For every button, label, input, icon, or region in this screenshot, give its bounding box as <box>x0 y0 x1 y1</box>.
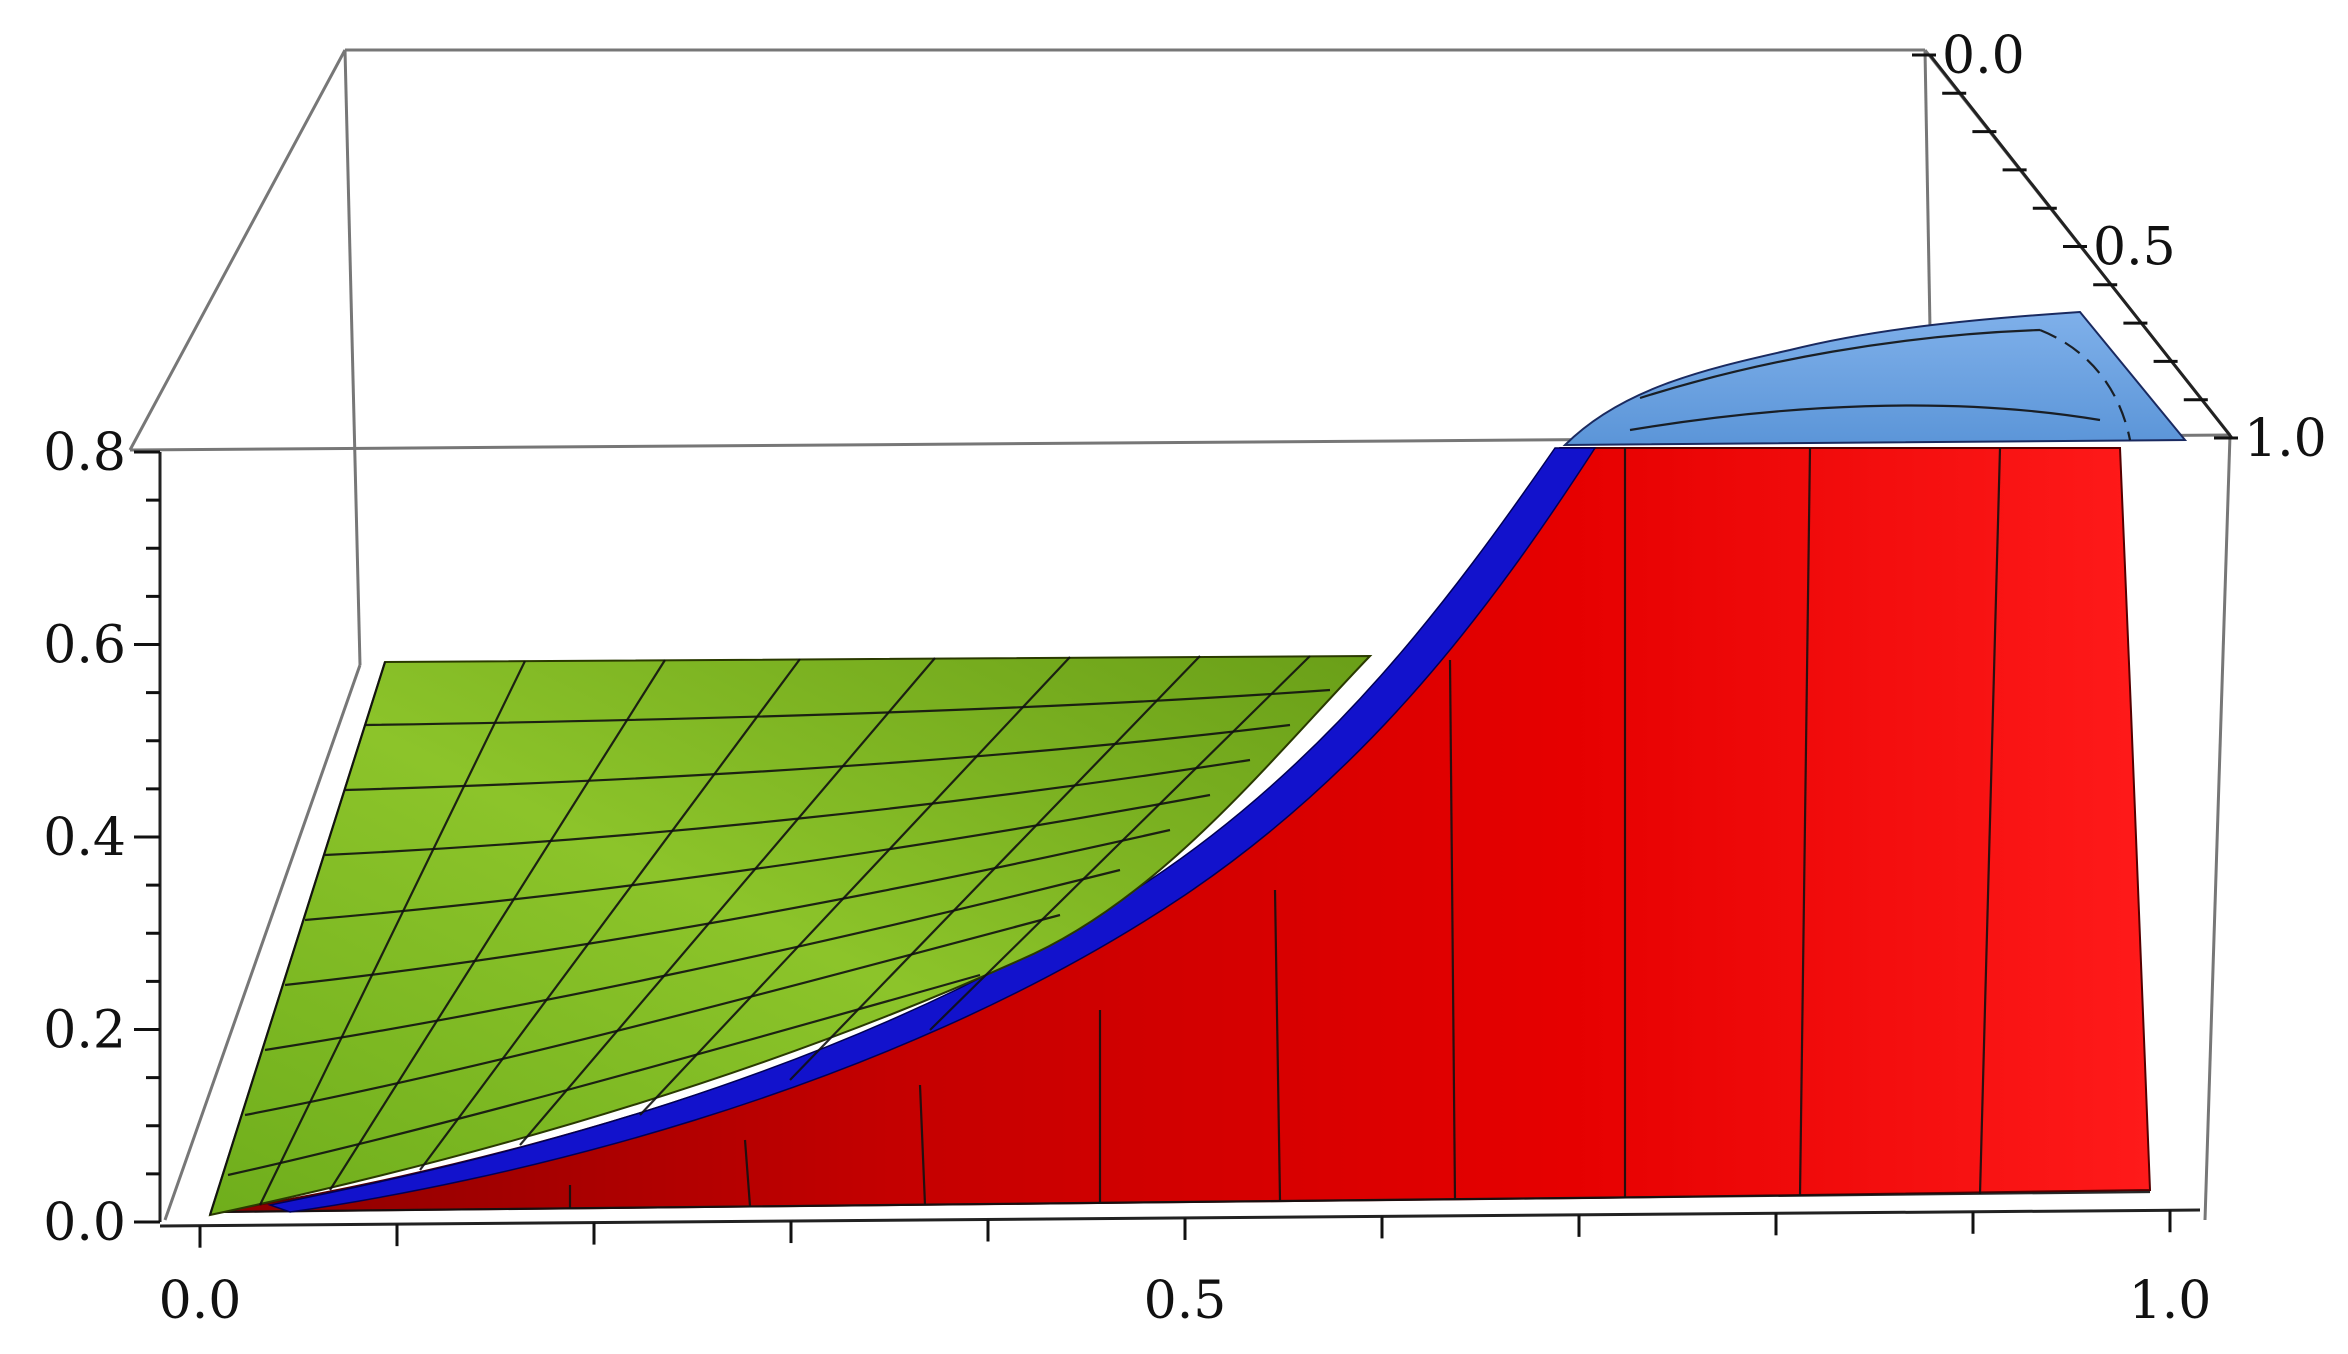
green-surface <box>208 654 1373 1217</box>
green-mesh <box>208 655 1331 1216</box>
y-tick-label: 0.0 <box>1942 26 2025 86</box>
x-tick-label: 0.0 <box>159 1271 242 1331</box>
y-tick-label: 1.0 <box>2244 409 2327 469</box>
x-tick-label: 0.5 <box>1144 1271 1227 1331</box>
red-mesh <box>214 447 2151 1214</box>
z-tick-label: 0.0 <box>43 1193 126 1253</box>
x-axis-line <box>159 1208 2201 1228</box>
z-axis: 0.0 0.2 0.4 0.6 0.8 <box>43 423 162 1253</box>
z-tick-label: 0.8 <box>43 423 126 483</box>
z-tick-label: 0.6 <box>43 616 126 676</box>
z-tick-label: 0.2 <box>43 1001 126 1061</box>
x-axis: 0.0 0.5 1.0 <box>159 1208 2212 1331</box>
y-axis: 0.0 0.5 1.0 <box>1912 26 2327 469</box>
z-tick-label: 0.4 <box>43 808 126 868</box>
y-tick-label: 0.5 <box>2093 218 2176 278</box>
x-tick-label: 1.0 <box>2129 1271 2212 1331</box>
cap-mesh <box>1629 328 2132 441</box>
blue-band <box>267 447 1597 1213</box>
